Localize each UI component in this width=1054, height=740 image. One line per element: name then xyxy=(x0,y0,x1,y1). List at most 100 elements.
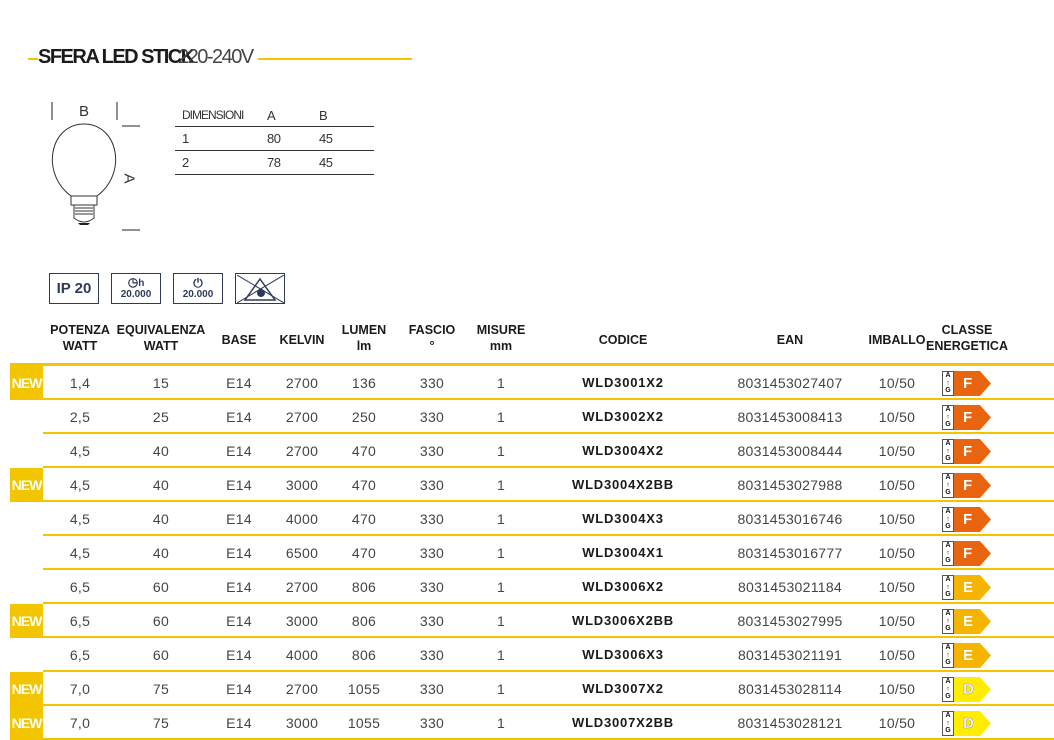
cell-fascio: 330 xyxy=(419,511,445,527)
cell-fascio: 330 xyxy=(419,477,445,493)
cell-fascio: 330 xyxy=(419,647,445,663)
energy-class-value: F xyxy=(954,439,991,464)
cell-codice: WLD3007X2BB xyxy=(572,715,674,730)
cell-codice: WLD3007X2 xyxy=(582,681,664,696)
cell-imballo: 10/50 xyxy=(878,375,916,391)
header-dimensioni: DIMENSIONI xyxy=(182,108,244,122)
cell-ean: 8031453016777 xyxy=(737,545,843,561)
cell-kelvin: 6500 xyxy=(285,545,319,561)
cycles-value: 20.000 xyxy=(182,288,214,300)
new-badge: NEW xyxy=(10,366,43,400)
product-title: SFERA LED STICK xyxy=(38,46,195,68)
table-row: NEW 6,5 60 E14 3000 806 330 1 WLD3006X2BB 8031453… xyxy=(0,604,1054,638)
column-header-misure: MISURE mm xyxy=(476,323,526,353)
cell-potenza: 6,5 xyxy=(69,579,91,595)
cell-imballo: 10/50 xyxy=(878,613,916,629)
cell-codice: WLD3006X2 xyxy=(582,579,664,594)
energy-class-value: D xyxy=(954,677,991,702)
column-header-base: BASE xyxy=(221,333,257,347)
dimensions-table: DIMENSIONI A B 1 80 45 2 78 45 xyxy=(175,104,374,175)
cell-base: E14 xyxy=(226,375,252,391)
cell-lumen: 470 xyxy=(351,511,377,527)
energy-class-label: A↑G F xyxy=(942,439,991,464)
cell-base: E14 xyxy=(226,545,252,561)
cell-kelvin: 2700 xyxy=(285,375,319,391)
cell-lumen: 806 xyxy=(351,579,377,595)
row-divider xyxy=(43,636,1054,638)
cell-ean: 8031453021184 xyxy=(737,579,843,595)
cell-base: E14 xyxy=(226,647,252,663)
cell-lumen: 250 xyxy=(351,409,377,425)
row-divider xyxy=(43,602,1054,604)
cell-fascio: 330 xyxy=(419,613,445,629)
table-row: 6,5 60 E14 4000 806 330 1 WLD3006X3 803145302119… xyxy=(0,638,1054,672)
energy-class-label: A↑G F xyxy=(942,541,991,566)
cell-kelvin: 2700 xyxy=(285,579,319,595)
table-row: 4,5 40 E14 4000 470 330 1 WLD3004X3 803145301674… xyxy=(0,502,1054,536)
cell-base: E14 xyxy=(226,477,252,493)
cell-equivalenza: 40 xyxy=(152,477,170,493)
cell-codice: WLD3004X1 xyxy=(582,545,664,560)
cell-equivalenza: 75 xyxy=(152,715,170,731)
energy-scale-icon: A↑G xyxy=(942,541,954,566)
energy-class-value: E xyxy=(954,575,991,600)
energy-class-label: A↑G F xyxy=(942,371,991,396)
energy-class-label: A↑G D xyxy=(942,711,991,736)
energy-scale-icon: A↑G xyxy=(942,677,954,702)
cell-ean: 8031453028114 xyxy=(737,681,843,697)
switch-cycles-badge: ⏻ 20.000 xyxy=(173,273,223,304)
cell-misure: 1 xyxy=(496,409,506,425)
row-divider xyxy=(43,500,1054,502)
energy-class-value: F xyxy=(954,473,991,498)
header-rule xyxy=(10,363,1054,366)
energy-class-value: E xyxy=(954,643,991,668)
energy-scale-icon: A↑G xyxy=(942,371,954,396)
cell-codice: WLD3004X3 xyxy=(582,511,664,526)
energy-class-label: A↑G D xyxy=(942,677,991,702)
cell-potenza: 6,5 xyxy=(69,647,91,663)
column-header-classe: CLASSE ENERGETICA xyxy=(926,323,1008,353)
cell-codice: WLD3004X2BB xyxy=(572,477,674,492)
cell-base: E14 xyxy=(226,443,252,459)
table-row: 6,5 60 E14 2700 806 330 1 WLD3006X2 803145302118… xyxy=(0,570,1054,604)
energy-scale-icon: A↑G xyxy=(942,473,954,498)
cell-kelvin: 3000 xyxy=(285,715,319,731)
cell-imballo: 10/50 xyxy=(878,409,916,425)
energy-class-value: F xyxy=(954,371,991,396)
cell-fascio: 330 xyxy=(419,443,445,459)
column-header-codice: CODICE xyxy=(598,333,648,347)
clock-icon: ◷h xyxy=(127,275,145,289)
cell-equivalenza: 25 xyxy=(152,409,170,425)
cell-base: E14 xyxy=(226,579,252,595)
feature-badges: IP 20 ◷h 20.000 ⏻ 20.000 xyxy=(49,273,285,304)
energy-class-label: A↑G F xyxy=(942,473,991,498)
no-direct-view-icon xyxy=(235,273,285,304)
cell-misure: 1 xyxy=(496,715,506,731)
cell-potenza: 1,4 xyxy=(69,375,91,391)
table-row: NEW 1,4 15 E14 2700 136 330 1 WLD3001X2 803145302… xyxy=(0,366,1054,400)
cell-codice: WLD3006X3 xyxy=(582,647,664,662)
row-divider xyxy=(43,568,1054,570)
cell-ean: 8031453027995 xyxy=(737,613,843,629)
energy-class-label: A↑G F xyxy=(942,507,991,532)
dimensions-row: 1 80 45 xyxy=(175,127,374,151)
column-header-equivalenza: EQUIVALENZA WATT xyxy=(116,323,206,353)
column-header-kelvin: KELVIN xyxy=(279,333,325,347)
cell-potenza: 4,5 xyxy=(69,443,91,459)
cell-equivalenza: 60 xyxy=(152,579,170,595)
column-header-ean: EAN xyxy=(776,333,804,347)
column-header-lumen: LUMEN lm xyxy=(341,323,387,353)
table-row: NEW 7,0 75 E14 3000 1055 330 1 WLD3007X2BB 803145… xyxy=(0,706,1054,740)
energy-scale-icon: A↑G xyxy=(942,609,954,634)
cell-base: E14 xyxy=(226,681,252,697)
cell-potenza: 2,5 xyxy=(69,409,91,425)
dim-a: 80 xyxy=(267,131,281,146)
title-accent-line xyxy=(28,58,38,60)
cell-equivalenza: 60 xyxy=(152,647,170,663)
cell-potenza: 7,0 xyxy=(69,715,91,731)
energy-class-value: E xyxy=(954,609,991,634)
cell-lumen: 136 xyxy=(351,375,377,391)
cell-fascio: 330 xyxy=(419,715,445,731)
cell-misure: 1 xyxy=(496,579,506,595)
cell-lumen: 1055 xyxy=(347,681,381,697)
